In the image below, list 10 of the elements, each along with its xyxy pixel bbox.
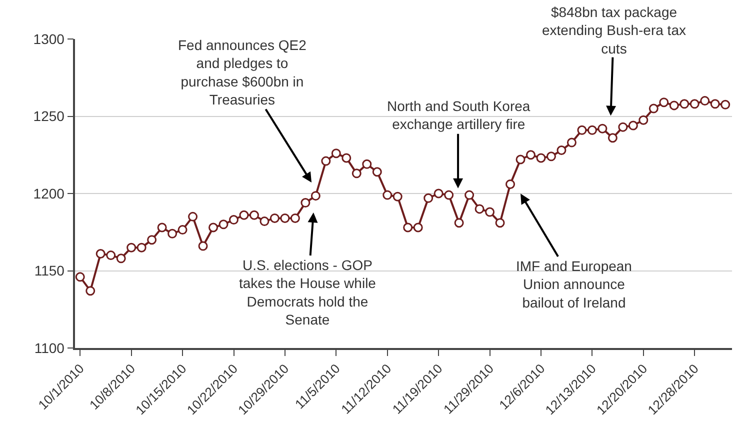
y-tick-label: 1200 xyxy=(33,185,65,202)
y-tick-label: 1250 xyxy=(33,108,65,124)
y-tick-label: 1300 xyxy=(33,30,65,47)
y-tick-label: 1150 xyxy=(34,262,65,279)
y-tick-label: 1100 xyxy=(34,340,65,356)
annotation: North and South Korea exchange artillery fire xyxy=(387,98,530,132)
annotation: $848bn tax package extending Bush-era tax cuts xyxy=(542,4,686,56)
annotation: IMF and European Union announce bailout of Ireland xyxy=(516,258,632,310)
annotation: U.S. elections - GOP takes the House while Democrats hold the Senate xyxy=(239,257,376,328)
annotation: Fed announces QE2 and pledges to purchase $600bn in Treasuries xyxy=(178,37,307,108)
